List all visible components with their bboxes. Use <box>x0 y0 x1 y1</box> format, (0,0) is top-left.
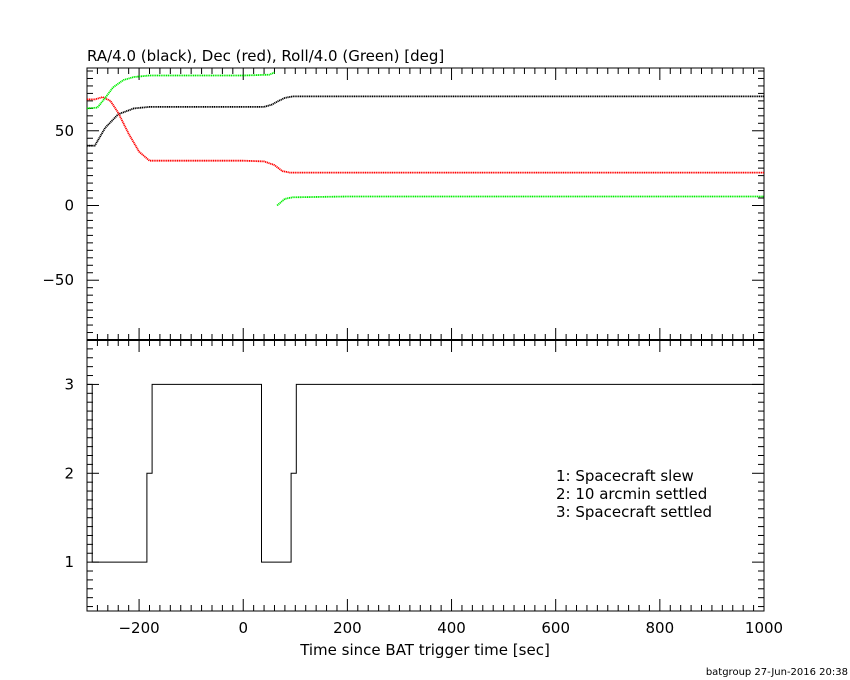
top-y-tick-labels: 50 0 −50 <box>42 122 74 289</box>
top-axis-ticks <box>86 68 765 340</box>
top-series-group <box>86 71 764 207</box>
bottom-series-group <box>87 383 764 563</box>
legend-entry-10arcmin: 2: 10 arcmin settled <box>556 485 707 503</box>
x-tick-label: 0 <box>238 619 248 637</box>
x-axis-label: Time since BAT trigger time [sec] <box>299 641 550 659</box>
x-tick-label: 200 <box>333 619 362 637</box>
x-tick-label: −200 <box>118 619 159 637</box>
x-tick-label: 1000 <box>745 619 783 637</box>
top-chart-title: RA/4.0 (black), Dec (red), Roll/4.0 (Gre… <box>87 47 444 65</box>
footer-stamp: batgroup 27-Jun-2016 20:38 <box>706 667 848 678</box>
y-tick-label: 3 <box>64 375 74 393</box>
y-tick-label: 1 <box>64 553 74 571</box>
bottom-y-tick-labels: 1 2 3 <box>64 375 74 571</box>
legend-entry-settled: 3: Spacecraft settled <box>556 503 712 521</box>
top-series-line-3 <box>276 195 764 207</box>
state-series-line-0 <box>87 383 764 563</box>
top-series-line-0 <box>87 95 764 147</box>
state-legend: 1: Spacecraft slew 2: 10 arcmin settled … <box>556 467 712 521</box>
y-tick-label: 50 <box>55 122 74 140</box>
x-tick-label: 600 <box>541 619 570 637</box>
x-tick-labels: −200 0 200 400 600 800 1000 <box>118 619 783 637</box>
legend-entry-slew: 1: Spacecraft slew <box>556 467 694 485</box>
bottom-axis-ticks <box>86 340 765 611</box>
y-tick-label: −50 <box>42 271 74 289</box>
y-tick-label: 2 <box>64 464 74 482</box>
top-series-line-1 <box>87 96 764 174</box>
top-series-line-2 <box>86 71 275 110</box>
x-tick-label: 400 <box>437 619 466 637</box>
y-tick-label: 0 <box>64 196 74 214</box>
x-tick-label: 800 <box>646 619 675 637</box>
top-plot-frame <box>86 67 765 341</box>
